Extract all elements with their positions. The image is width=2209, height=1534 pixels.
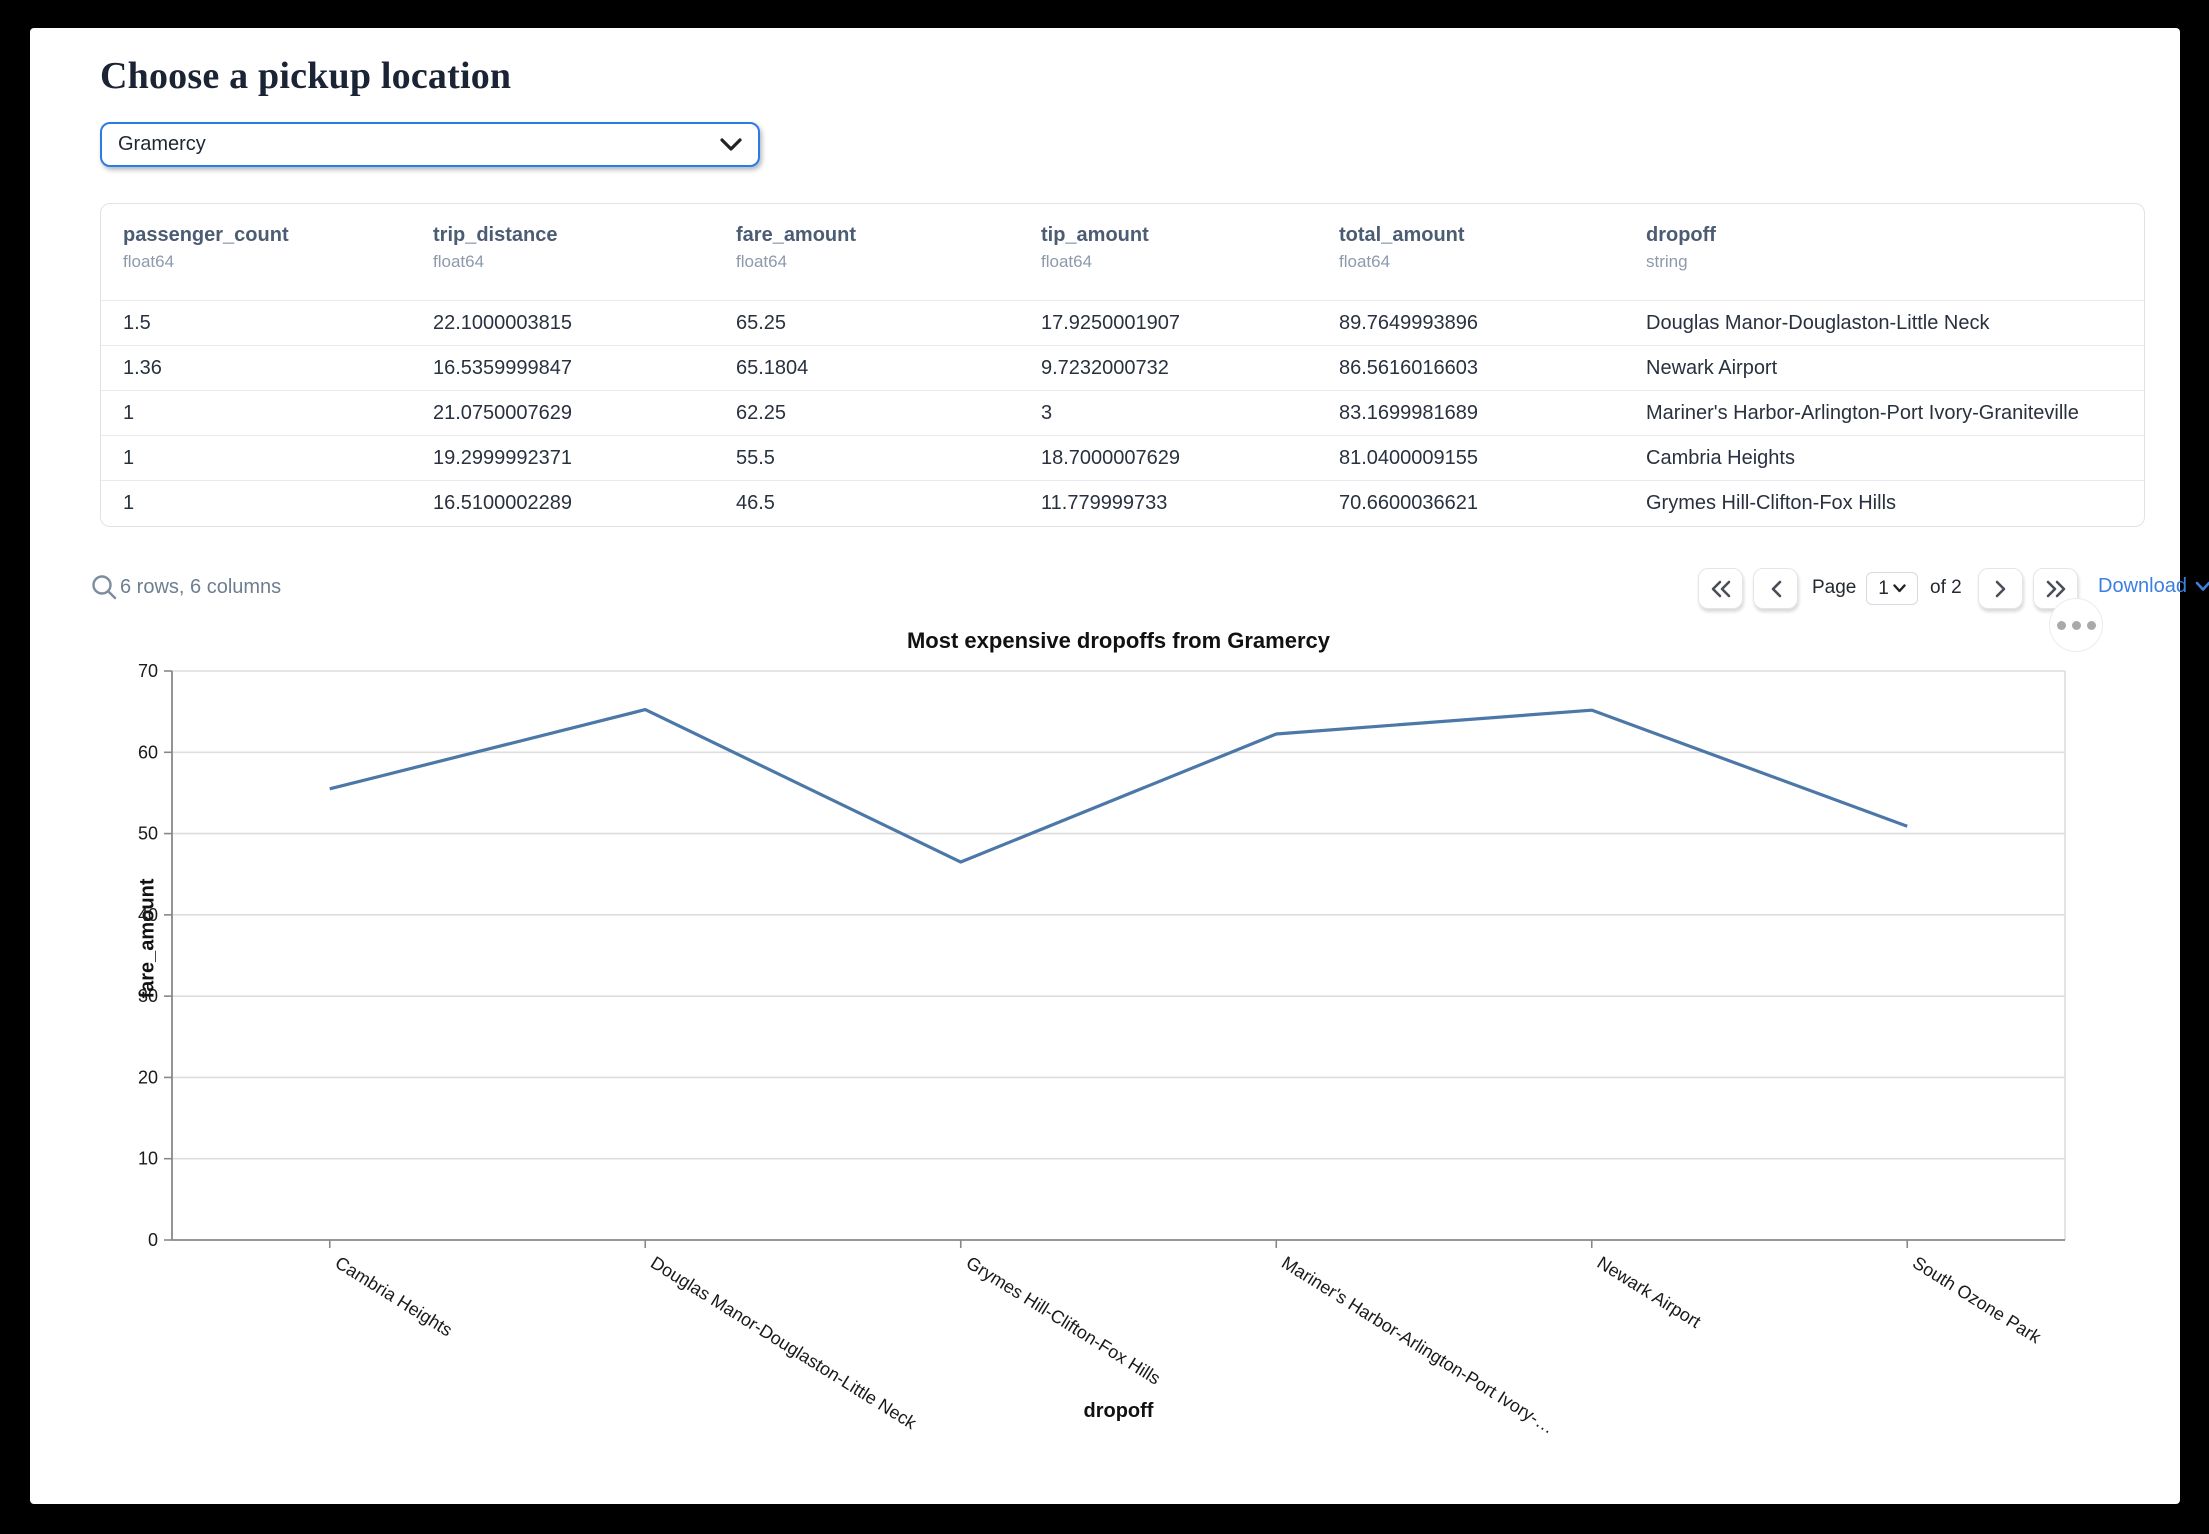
previous-page-button[interactable] (1753, 568, 1798, 609)
download-label: Download (2098, 575, 2187, 597)
double-chevron-right-icon (2046, 580, 2065, 597)
download-button[interactable]: Download (2098, 575, 2209, 598)
table-row: 1 21.0750007629 62.25 3 83.1699981689 Mariner… (101, 390, 2144, 436)
chevron-down-icon (1893, 584, 1906, 593)
table-cell: 22.1000003815 (433, 311, 573, 334)
chevron-left-icon (1771, 580, 1781, 597)
notebook-card: Choose a pickup location Gramercy passen… (30, 28, 2209, 1504)
page-number-select[interactable]: 1 (1866, 572, 1918, 605)
table-cell: 1.5 (123, 311, 151, 334)
chevron-down-icon (2195, 581, 2209, 591)
table-cell: 70.6600036621 (1339, 491, 1479, 514)
table-footer: 6 rows, 6 columns Page 1 of 2 (92, 568, 2209, 612)
first-page-button[interactable] (1698, 568, 1743, 609)
table-cell: 65.25 (736, 311, 787, 334)
chevron-down-icon (720, 137, 742, 151)
y-tick-label: 50 (138, 824, 158, 844)
table-cell: Cambria Heights (1646, 446, 1795, 469)
table-row: 1 16.5100002289 46.5 11.779999733 70.6600036… (101, 480, 2144, 526)
next-page-button[interactable] (1978, 568, 2023, 609)
y-tick-label: 0 (148, 1230, 158, 1250)
table-cell: Newark Airport (1646, 356, 1778, 379)
table-cell: Douglas Manor-Douglaston-Little Neck (1646, 311, 1990, 334)
table-cell: 18.7000007629 (1041, 446, 1181, 469)
table-cell: 1.36 (123, 356, 162, 379)
table-cell: 9.7232000732 (1041, 356, 1169, 379)
table-cell: 62.25 (736, 401, 787, 424)
table-header: passenger_count float64 trip_distance float… (101, 204, 2144, 301)
table-cell: 86.5616016603 (1339, 356, 1479, 379)
table-cell: 1 (123, 401, 135, 424)
column-header[interactable]: tip_amount float64 (1041, 224, 1149, 271)
column-header[interactable]: dropoff string (1646, 224, 1716, 271)
pickup-location-select[interactable]: Gramercy (100, 122, 760, 167)
column-header[interactable]: fare_amount float64 (736, 224, 857, 271)
page-title: Choose a pickup location (100, 55, 512, 97)
y-tick-label: 20 (138, 1067, 158, 1087)
data-table: passenger_count float64 trip_distance float… (100, 203, 2145, 527)
page-label: Page (1812, 577, 1857, 598)
ellipsis-menu-icon (2056, 620, 2096, 630)
double-chevron-left-icon (1711, 580, 1730, 597)
table-row: 1.36 16.5359999847 65.1804 9.7232000732 86.5… (101, 345, 2144, 391)
table-cell: 65.1804 (736, 356, 809, 379)
chart-title: Most expensive dropoffs from Gramercy (906, 628, 1330, 653)
table-row: 1.5 22.1000003815 65.25 17.9250001907 89.764… (101, 300, 2144, 346)
table-cell: 89.7649993896 (1339, 311, 1479, 334)
x-tick-label: Mariner's Harbor-Arlington-Port Ivory-… (1278, 1252, 1558, 1437)
pickup-location-value: Gramercy (118, 133, 206, 155)
table-cell: 3 (1041, 401, 1053, 424)
table-cell: 16.5100002289 (433, 491, 573, 514)
chevron-right-icon (1995, 580, 2005, 597)
table-cell: 46.5 (736, 491, 775, 514)
table-cell: 1 (123, 491, 135, 514)
table-cell: 11.779999733 (1041, 491, 1168, 514)
column-header[interactable]: passenger_count float64 (123, 224, 289, 271)
line-chart: 0 10 20 30 40 50 60 70 Cambria Heights Douglas Ma… (138, 661, 2066, 1438)
y-tick-label: 40 (138, 905, 158, 925)
table-cell: 1 (123, 446, 135, 469)
x-tick-label: Grymes Hill-Clifton-Fox Hills (963, 1252, 1164, 1388)
table-cell: 81.0400009155 (1339, 446, 1479, 469)
table-cell: 21.0750007629 (433, 401, 573, 424)
table-body: 1.5 22.1000003815 65.25 17.9250001907 89.764… (101, 300, 2144, 526)
table-cell: 17.9250001907 (1041, 311, 1181, 334)
table-cell: 55.5 (736, 446, 775, 469)
row-count-summary: 6 rows, 6 columns (120, 576, 282, 598)
search-icon[interactable] (86, 570, 122, 606)
y-tick-label: 60 (138, 742, 158, 762)
column-header[interactable]: total_amount float64 (1339, 224, 1465, 271)
y-tick-label: 10 (138, 1149, 158, 1169)
x-axis-title: dropoff (1083, 1400, 1154, 1422)
x-tick-label: Cambria Heights (332, 1252, 456, 1340)
y-tick-label: 70 (138, 661, 158, 681)
table-cell: Mariner's Harbor-Arlington-Port Ivory-Gr… (1646, 401, 2079, 424)
table-row: 1 19.2999992371 55.5 18.7000007629 81.040000… (101, 435, 2144, 481)
column-header[interactable]: trip_distance float64 (433, 224, 558, 271)
page-number-value: 1 (1878, 577, 1889, 599)
table-cell: Grymes Hill-Clifton-Fox Hills (1646, 491, 1897, 514)
x-tick-label: Douglas Manor-Douglaston-Little Neck (647, 1252, 921, 1433)
table-cell: 19.2999992371 (433, 446, 573, 469)
page-of-label: of 2 (1930, 577, 1962, 598)
chart-options-button[interactable] (2049, 598, 2103, 652)
y-tick-label: 30 (138, 986, 158, 1006)
x-tick-label: South Ozone Park (1909, 1252, 2045, 1347)
fare-amount-line-series (329, 708, 1908, 864)
x-tick-label: Newark Airport (1594, 1252, 1705, 1332)
table-cell: 16.5359999847 (433, 356, 573, 379)
table-cell: 83.1699981689 (1339, 401, 1479, 424)
